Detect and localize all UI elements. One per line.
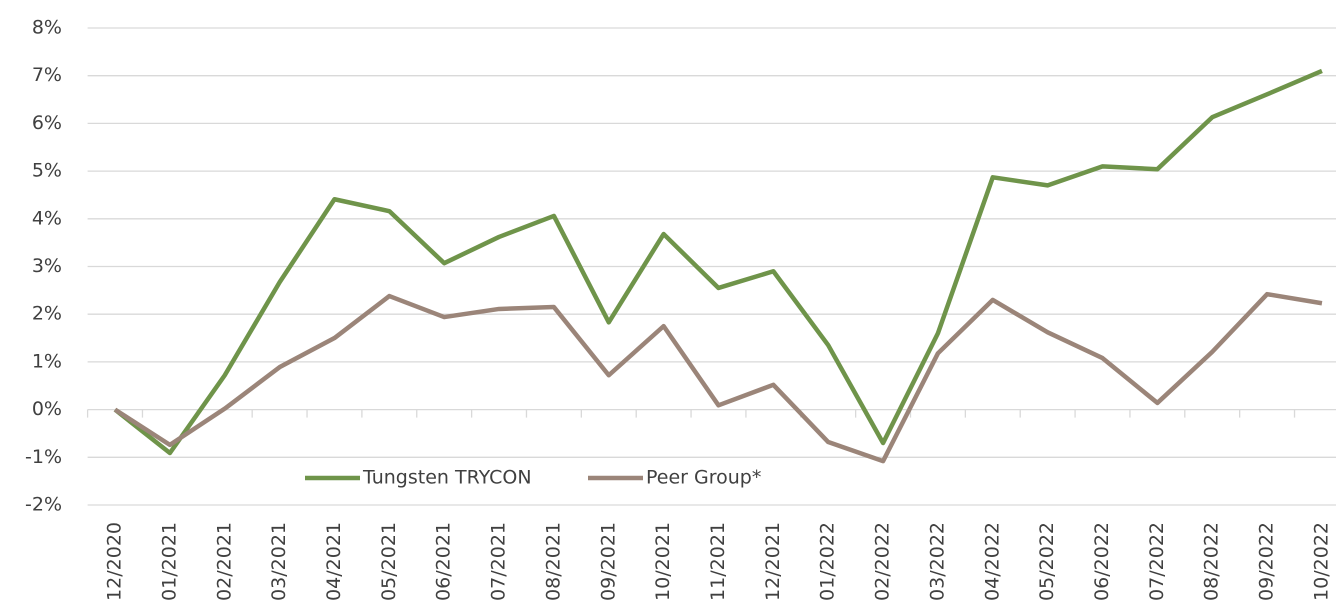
y-tick-label: 4% [32, 207, 62, 229]
series-line [113, 291, 1323, 464]
y-tick-label: 3% [32, 255, 62, 277]
y-tick-label: 8% [32, 17, 62, 39]
x-tick-label: 05/2022 [1036, 522, 1058, 601]
x-tick-label: 01/2021 [158, 522, 180, 601]
x-tick-label: 07/2022 [1146, 522, 1168, 601]
x-tick-label: 12/2021 [762, 522, 784, 601]
x-tick-label: 12/2020 [104, 522, 126, 601]
x-tick-label: 02/2022 [872, 522, 894, 601]
legend-label: Peer Group* [646, 467, 761, 489]
x-tick-label: 04/2021 [323, 522, 345, 601]
x-tick-label: 06/2021 [433, 522, 455, 601]
x-tick-label: 10/2021 [652, 522, 674, 601]
x-tick-label: 08/2021 [542, 522, 564, 601]
x-tick-label: 01/2022 [817, 522, 839, 601]
y-tick-label: 1% [32, 350, 62, 372]
x-tick-label: 10/2022 [1310, 522, 1332, 601]
series-line [113, 68, 1323, 456]
y-tick-label: 2% [32, 303, 62, 325]
y-tick-label: -1% [25, 446, 62, 468]
x-tick-label: 09/2022 [1256, 522, 1278, 601]
x-tick-label: 04/2022 [981, 522, 1003, 601]
x-tick-label: 07/2021 [488, 522, 510, 601]
x-tick-label: 02/2021 [213, 522, 235, 601]
y-tick-label: 7% [32, 64, 62, 86]
x-tick-label: 11/2021 [707, 522, 729, 601]
legend-label: Tungsten TRYCON [362, 467, 532, 489]
y-tick-label: 0% [32, 398, 62, 420]
x-tick-label: 03/2021 [268, 522, 290, 601]
x-tick-label: 08/2022 [1201, 522, 1223, 601]
x-tick-label: 09/2021 [597, 522, 619, 601]
y-tick-label: 6% [32, 112, 62, 134]
y-tick-label: 5% [32, 160, 62, 182]
x-tick-label: 05/2021 [378, 522, 400, 601]
y-tick-label: -2% [25, 494, 62, 516]
x-tick-label: 03/2022 [926, 522, 948, 601]
x-tick-label: 06/2022 [1091, 522, 1113, 601]
